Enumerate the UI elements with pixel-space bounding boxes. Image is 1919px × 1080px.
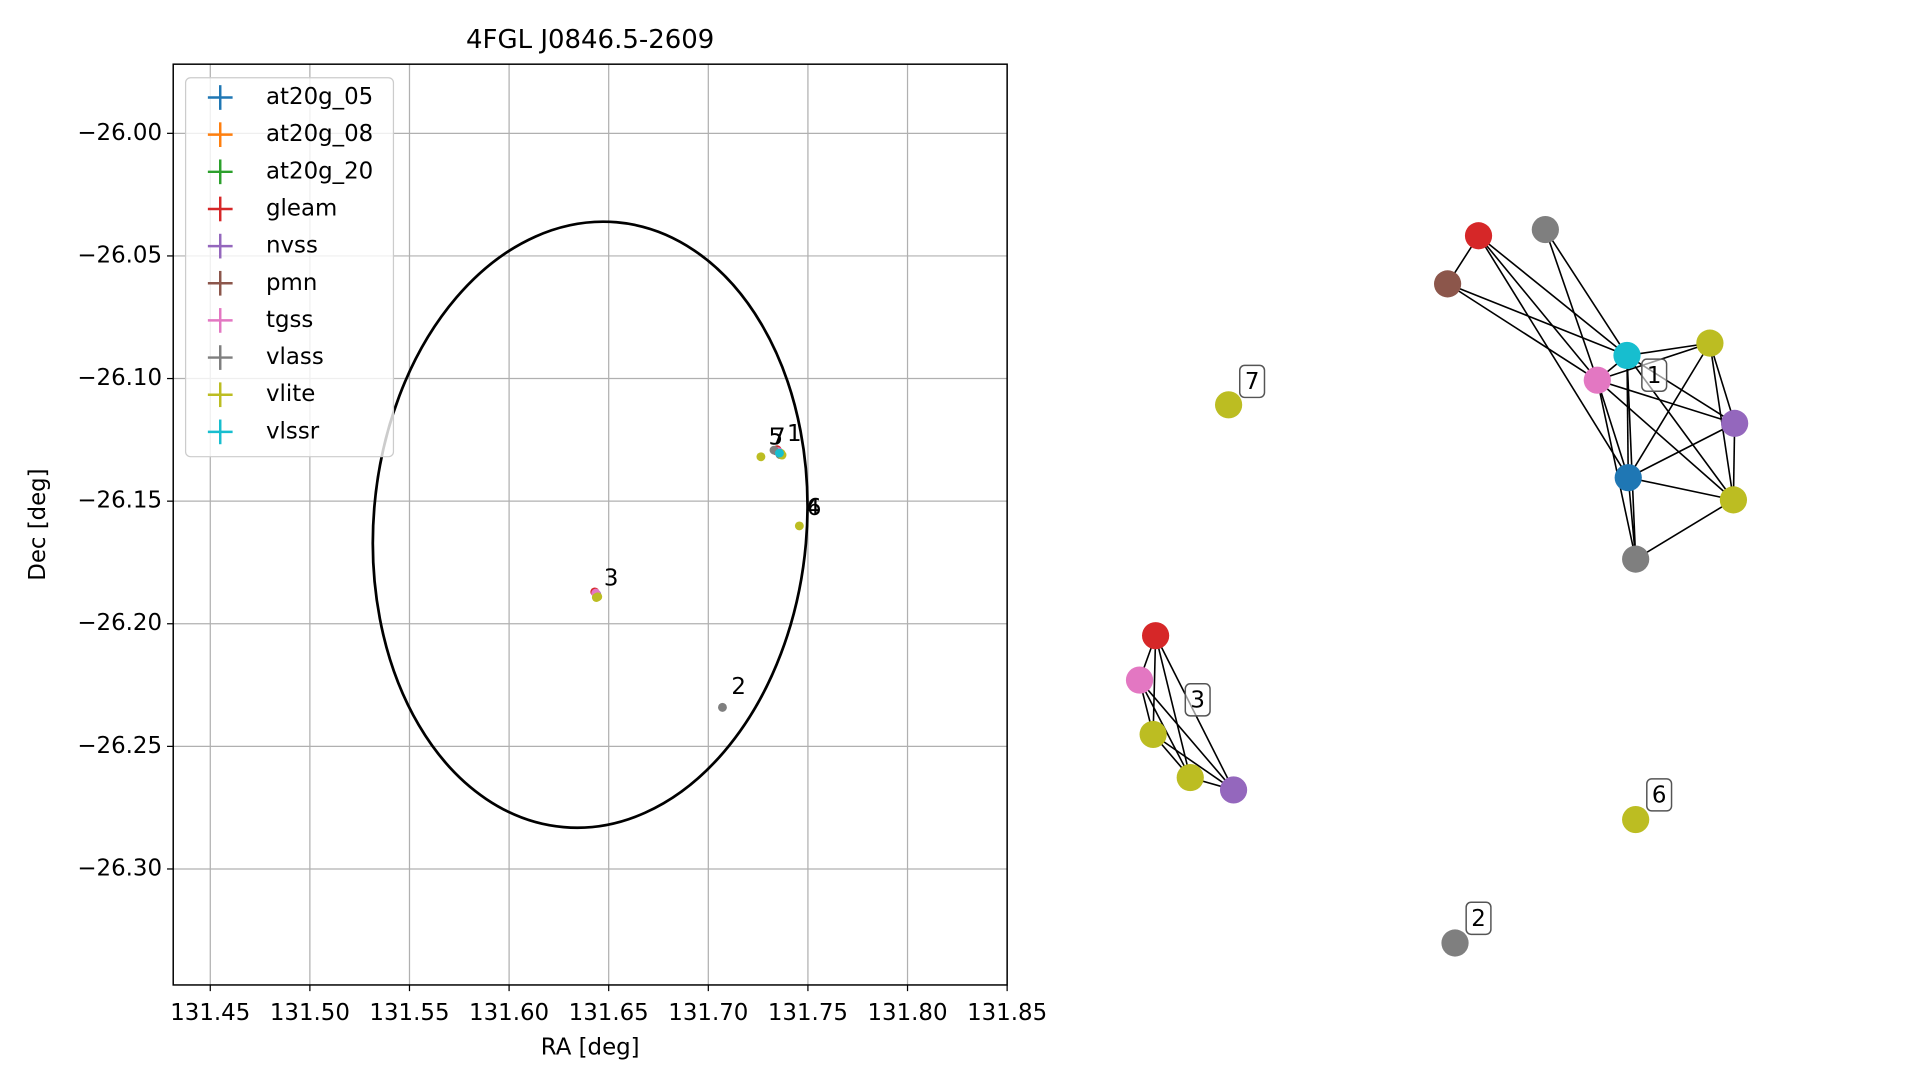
graph-node [1614,464,1642,492]
graph-label-box [1465,901,1492,936]
graph-edge [1152,635,1157,735]
graph-label-box [1641,358,1668,393]
legend-box [184,77,395,458]
axes-frame [172,63,1008,986]
y-tick-label: −26.00 [77,120,162,146]
legend-label: gleam [266,195,337,221]
graph-node [1719,486,1748,514]
graph-edge [1596,379,1637,560]
graph-edge [1709,342,1736,424]
y-tick-label: −26.10 [77,365,162,391]
graph-node [1622,805,1650,834]
point-annotation: 3 [604,565,619,591]
legend-label: vlass [266,344,324,370]
graph-node [1441,929,1469,957]
graph-label: 2 [1471,906,1486,932]
legend-label: vlssr [266,418,320,444]
graph-label: 6 [1652,783,1667,809]
graph-node [1214,391,1243,419]
point-annotation: 7 [771,425,786,451]
x-tick-label: 131.70 [668,1000,748,1026]
graph-label-box [1646,778,1673,812]
data-point [756,452,766,462]
graph-edge [1478,235,1628,357]
graph-edge [1447,283,1598,381]
graph-edge [1596,379,1630,478]
graph-edge [1154,635,1192,778]
graph-edge [1627,422,1736,479]
legend-label: nvss [266,233,318,259]
graph-node [1219,776,1248,804]
graph-node [1531,216,1559,244]
chart-title: 4FGL J0846.5-2609 [466,25,714,55]
x-tick-label: 131.75 [768,1000,848,1026]
y-tick-label: −26.30 [77,855,162,881]
data-point [718,702,727,712]
legend-label: vlite [266,381,315,407]
point-annotation: 4 [806,495,821,521]
y-tick-label: −26.20 [77,610,162,636]
graph-edge [1628,476,1734,501]
graph-edge [1152,733,1235,791]
x-tick-label: 131.85 [967,1000,1047,1026]
graph-node [1613,341,1641,370]
graph-edge [1477,235,1598,381]
graph-edge [1544,229,1599,381]
point-annotation: 5 [768,425,783,451]
graph-edge [1596,379,1734,501]
graph-edge [1447,283,1628,357]
legend-label: tgss [266,307,313,333]
graph-edge [1626,342,1711,357]
error-ellipse [371,220,809,830]
x-tick-label: 131.55 [369,1000,449,1026]
graph-label: 7 [1245,369,1260,395]
graph-node [1696,329,1724,357]
y-tick-label: −26.15 [77,488,162,514]
point-annotation: 6 [807,495,822,521]
graph-edge [1627,477,1637,560]
data-point [794,521,804,531]
graph-node [1139,720,1167,748]
graph-node [1433,270,1462,298]
graph-label-box [1184,683,1211,717]
y-axis-label: Dec [deg] [25,468,51,580]
point-annotation: 1 [787,421,802,447]
graph-node [1464,222,1493,250]
legend-label: at20g_20 [266,158,373,184]
graph-label-box [1238,364,1266,399]
legend-label: at20g_05 [266,84,373,110]
x-tick-label: 131.50 [270,1000,350,1026]
graph-edge [1138,679,1235,791]
graph-edge [1627,342,1711,479]
y-tick-label: −26.25 [77,733,162,759]
legend-label: pmn [266,270,317,296]
x-tick-label: 131.65 [569,1000,649,1026]
graph-node [1721,409,1749,437]
graph-node [1176,764,1204,792]
x-tick-label: 131.60 [469,1000,549,1026]
graph-node [1125,666,1154,694]
point-annotation: 2 [731,674,746,700]
graph-node [1583,366,1611,394]
graph-edge [1635,499,1734,560]
graph-edge [1544,229,1628,356]
graph-node [1622,545,1650,573]
graph-label: 1 [1647,363,1662,389]
graph-node [1141,622,1170,650]
data-point [774,448,784,458]
x-axis-label: RA [deg] [541,1034,640,1060]
graph-edge [1477,235,1629,479]
data-point [593,592,603,602]
x-tick-label: 131.80 [867,1000,947,1026]
x-tick-label: 131.45 [170,1000,250,1026]
legend-label: at20g_08 [266,121,373,147]
graph-label: 3 [1190,688,1205,714]
graph-edge [1597,379,1735,425]
y-tick-label: −26.05 [77,242,162,268]
